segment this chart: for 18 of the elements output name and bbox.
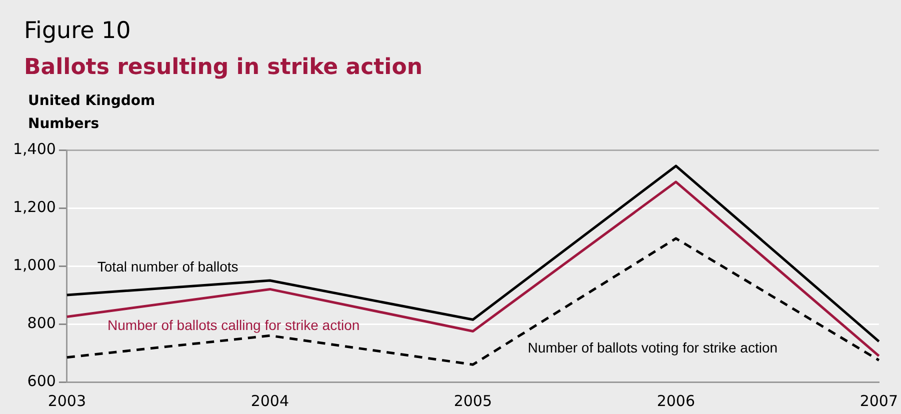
x-tick-label: 2004 <box>250 392 290 410</box>
chart-subtitle: Ballots resulting in strike action <box>24 55 422 80</box>
y-axis-title: Numbers <box>28 116 100 132</box>
chart-title: Figure 10 <box>24 18 131 44</box>
series-label: Number of ballots voting for strike action <box>528 339 778 356</box>
text: United Kingdom <box>28 93 156 109</box>
y-tick-label: 600 <box>27 372 56 390</box>
y-tick-label: 1,400 <box>12 140 56 158</box>
y-tick-label: 1,000 <box>12 256 56 274</box>
y-tick-label: 800 <box>27 314 56 332</box>
line-series <box>66 237 880 366</box>
series-label: Total number of ballots <box>97 258 238 275</box>
y-tick-label: 1,200 <box>12 198 56 216</box>
x-tick-label: 2005 <box>454 392 492 410</box>
x-tick-label: 2006 <box>656 392 696 410</box>
x-tick-label: 2007 <box>860 392 898 410</box>
series-label: Number of ballots calling for strike action <box>108 317 360 334</box>
x-tick-label: 2003 <box>48 392 86 410</box>
